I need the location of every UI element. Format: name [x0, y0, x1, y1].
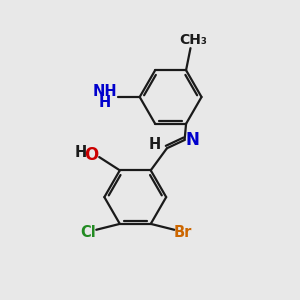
Text: N: N	[186, 131, 200, 149]
Text: H: H	[148, 137, 161, 152]
Text: O: O	[84, 146, 98, 164]
Text: Br: Br	[173, 225, 192, 240]
Text: H: H	[99, 95, 111, 110]
Text: H: H	[75, 145, 87, 160]
Text: NH: NH	[93, 84, 118, 99]
Text: Cl: Cl	[80, 225, 96, 240]
Text: CH₃: CH₃	[179, 33, 207, 47]
